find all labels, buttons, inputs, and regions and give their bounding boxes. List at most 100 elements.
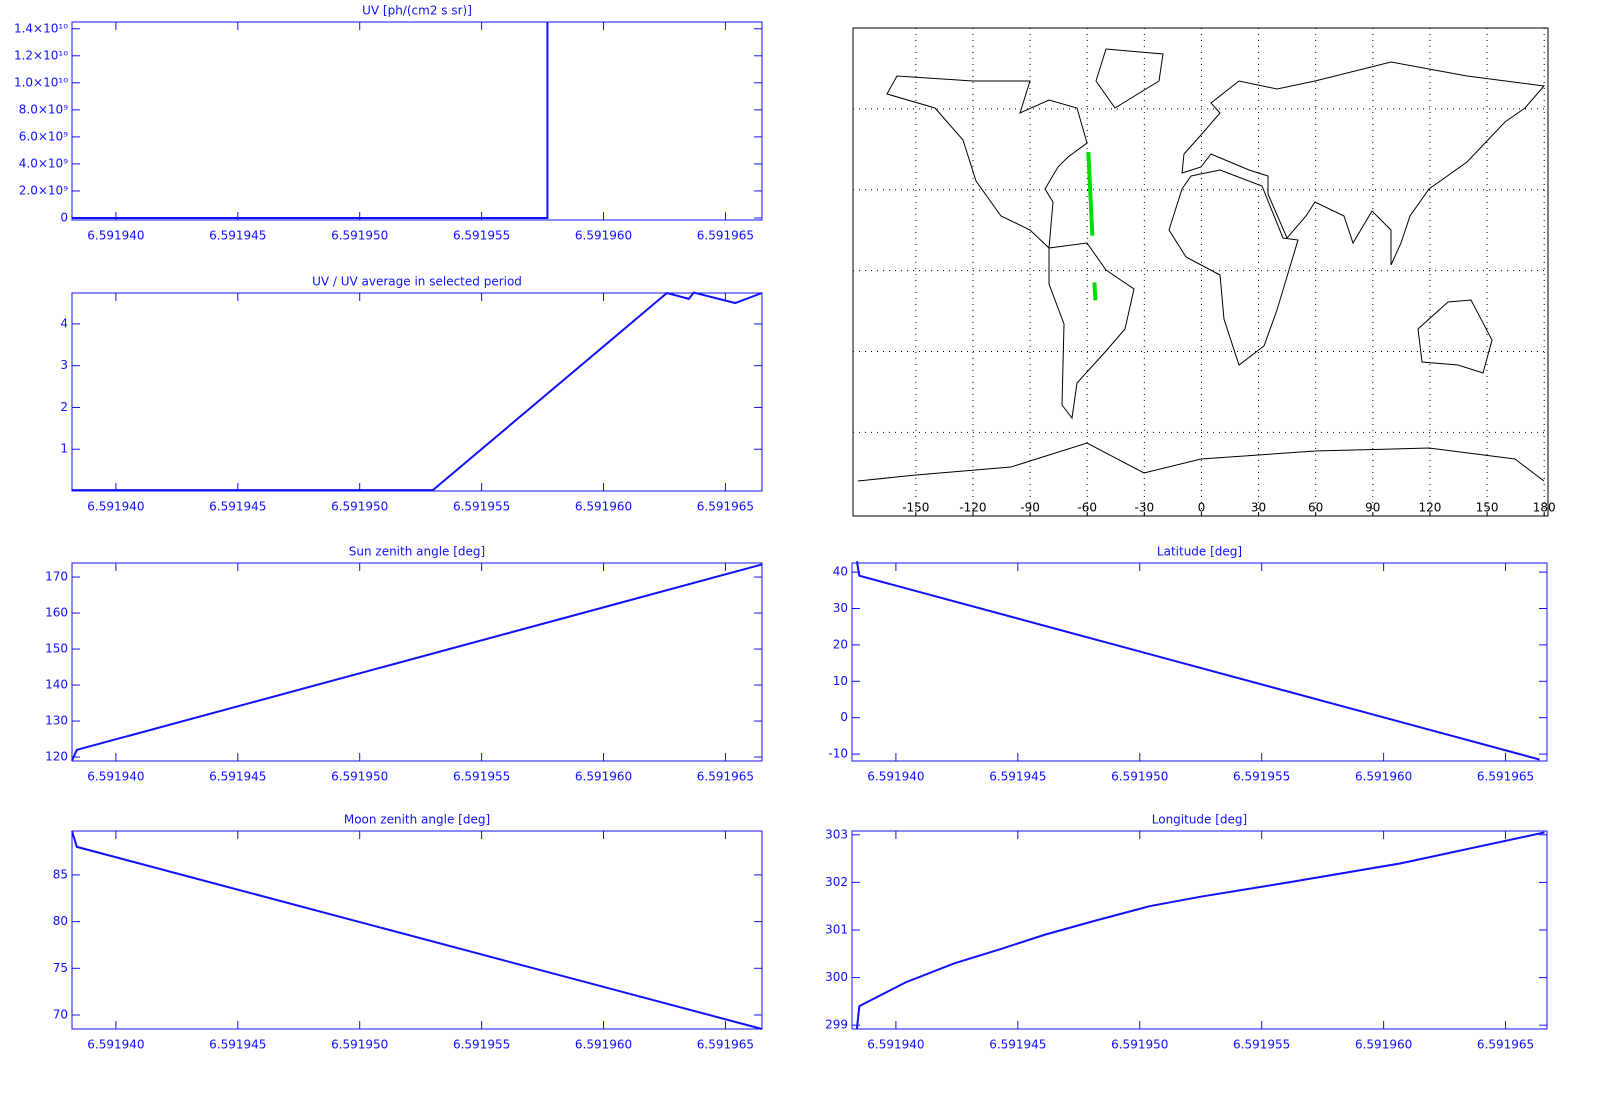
y-tick-label: 2 xyxy=(60,400,68,414)
x-tick-label: 180 xyxy=(1533,501,1556,515)
x-tick-label: -30 xyxy=(1135,501,1155,515)
y-tick-label: 130 xyxy=(45,714,68,728)
y-tick-label: 170 xyxy=(45,570,68,584)
x-tick-label: -60 xyxy=(1077,501,1097,515)
x-tick-label: 6.591940 xyxy=(867,1038,924,1052)
chart-title: UV / UV average in selected period xyxy=(312,275,522,289)
y-tick-label: 85 xyxy=(53,867,68,881)
y-tick-label: 140 xyxy=(45,678,68,692)
y-tick-label: 1.2×10¹⁰ xyxy=(14,48,68,62)
x-tick-label: 6.591950 xyxy=(331,229,388,243)
south-america xyxy=(1048,242,1135,420)
y-tick-label: 1.4×10¹⁰ xyxy=(14,21,68,35)
x-tick-label: 90 xyxy=(1365,501,1380,515)
x-tick-label: 6.591965 xyxy=(1477,770,1534,784)
y-tick-label: 40 xyxy=(833,565,848,579)
x-tick-label: -150 xyxy=(902,501,929,515)
y-tick-label: 0 xyxy=(840,710,848,724)
y-tick-label: 1.0×10¹⁰ xyxy=(14,75,68,89)
y-tick-label: 80 xyxy=(53,914,68,928)
x-tick-label: 6.591940 xyxy=(87,1038,144,1052)
x-tick-label: 6.591955 xyxy=(1233,770,1290,784)
x-tick-label: 6.591960 xyxy=(1355,770,1412,784)
y-tick-label: 1 xyxy=(60,442,68,456)
y-tick-label: 299 xyxy=(825,1018,848,1032)
x-tick-label: 150 xyxy=(1476,501,1499,515)
y-tick-label: 6.0×10⁹ xyxy=(19,129,68,143)
plot-frame xyxy=(851,830,1548,1030)
coastlines xyxy=(857,48,1545,482)
x-tick-label: 6.591960 xyxy=(575,229,632,243)
x-tick-label: 6.591955 xyxy=(453,770,510,784)
x-tick-label: 6.591945 xyxy=(209,229,266,243)
x-tick-label: 6.591945 xyxy=(989,1038,1046,1052)
x-tick-label: 6.591955 xyxy=(1233,1038,1290,1052)
x-tick-label: 6.591955 xyxy=(453,1038,510,1052)
y-tick-label: 0 xyxy=(60,210,68,224)
y-tick-label: 2.0×10⁹ xyxy=(19,183,68,197)
y-tick-label: 3 xyxy=(60,358,68,372)
antarctica xyxy=(857,442,1545,482)
y-tick-label: -10 xyxy=(828,747,848,761)
x-tick-label: 6.591960 xyxy=(575,500,632,514)
greenland xyxy=(1095,48,1164,109)
y-tick-label: 70 xyxy=(53,1007,68,1021)
y-tick-label: 150 xyxy=(45,642,68,656)
x-tick-label: 6.591940 xyxy=(87,500,144,514)
chart-title: Longitude [deg] xyxy=(1152,813,1247,827)
x-tick-label: -120 xyxy=(959,501,986,515)
x-tick-label: 6.591960 xyxy=(575,1038,632,1052)
x-tick-label: 6.591960 xyxy=(575,770,632,784)
data-line xyxy=(71,563,763,762)
map-frame xyxy=(852,27,1549,517)
plot-frame xyxy=(71,830,763,1030)
y-tick-label: 120 xyxy=(45,750,68,764)
y-tick-label: 75 xyxy=(53,961,68,975)
chart-title: Sun zenith angle [deg] xyxy=(349,545,485,559)
plot-frame xyxy=(71,292,763,492)
x-tick-label: 6.591940 xyxy=(867,770,924,784)
x-tick-label: 6.591945 xyxy=(209,1038,266,1052)
y-tick-label: 30 xyxy=(833,601,848,615)
chart-title: Moon zenith angle [deg] xyxy=(344,813,490,827)
x-tick-label: 6.591965 xyxy=(697,770,754,784)
y-tick-label: 303 xyxy=(825,827,848,841)
africa xyxy=(1168,169,1299,366)
x-tick-label: 120 xyxy=(1418,501,1441,515)
x-tick-label: 6.591965 xyxy=(1477,1038,1534,1052)
chart-title: UV [ph/(cm2 s sr)] xyxy=(362,4,472,18)
x-tick-label: 6.591955 xyxy=(453,229,510,243)
data-line xyxy=(72,22,549,219)
data-line xyxy=(71,830,763,1030)
y-tick-label: 20 xyxy=(833,637,848,651)
x-tick-label: 6.591950 xyxy=(1111,770,1168,784)
data-line xyxy=(855,831,1545,1030)
x-tick-label: 6.591965 xyxy=(697,500,754,514)
x-tick-label: 6.591940 xyxy=(87,229,144,243)
plot-frame xyxy=(71,562,763,762)
data-line xyxy=(72,291,763,492)
x-tick-label: 6.591950 xyxy=(331,770,388,784)
x-tick-label: 6.591965 xyxy=(697,1038,754,1052)
y-tick-label: 301 xyxy=(825,923,848,937)
x-tick-label: 6.591945 xyxy=(989,770,1046,784)
x-tick-label: 0 xyxy=(1198,501,1206,515)
y-tick-label: 300 xyxy=(825,970,848,984)
x-tick-label: 6.591950 xyxy=(331,1038,388,1052)
y-tick-label: 160 xyxy=(45,606,68,620)
y-tick-label: 4.0×10⁹ xyxy=(19,156,68,170)
eurasia xyxy=(1181,61,1545,266)
y-tick-label: 302 xyxy=(825,875,848,889)
australia xyxy=(1417,299,1493,374)
x-tick-label: 60 xyxy=(1308,501,1323,515)
x-tick-label: 6.591945 xyxy=(209,770,266,784)
x-tick-label: -90 xyxy=(1020,501,1040,515)
y-tick-label: 4 xyxy=(60,316,68,330)
y-tick-label: 10 xyxy=(833,674,848,688)
y-tick-label: 8.0×10⁹ xyxy=(19,102,68,116)
x-tick-label: 6.591960 xyxy=(1355,1038,1412,1052)
chart-title: Latitude [deg] xyxy=(1157,545,1242,559)
track xyxy=(1086,151,1098,301)
